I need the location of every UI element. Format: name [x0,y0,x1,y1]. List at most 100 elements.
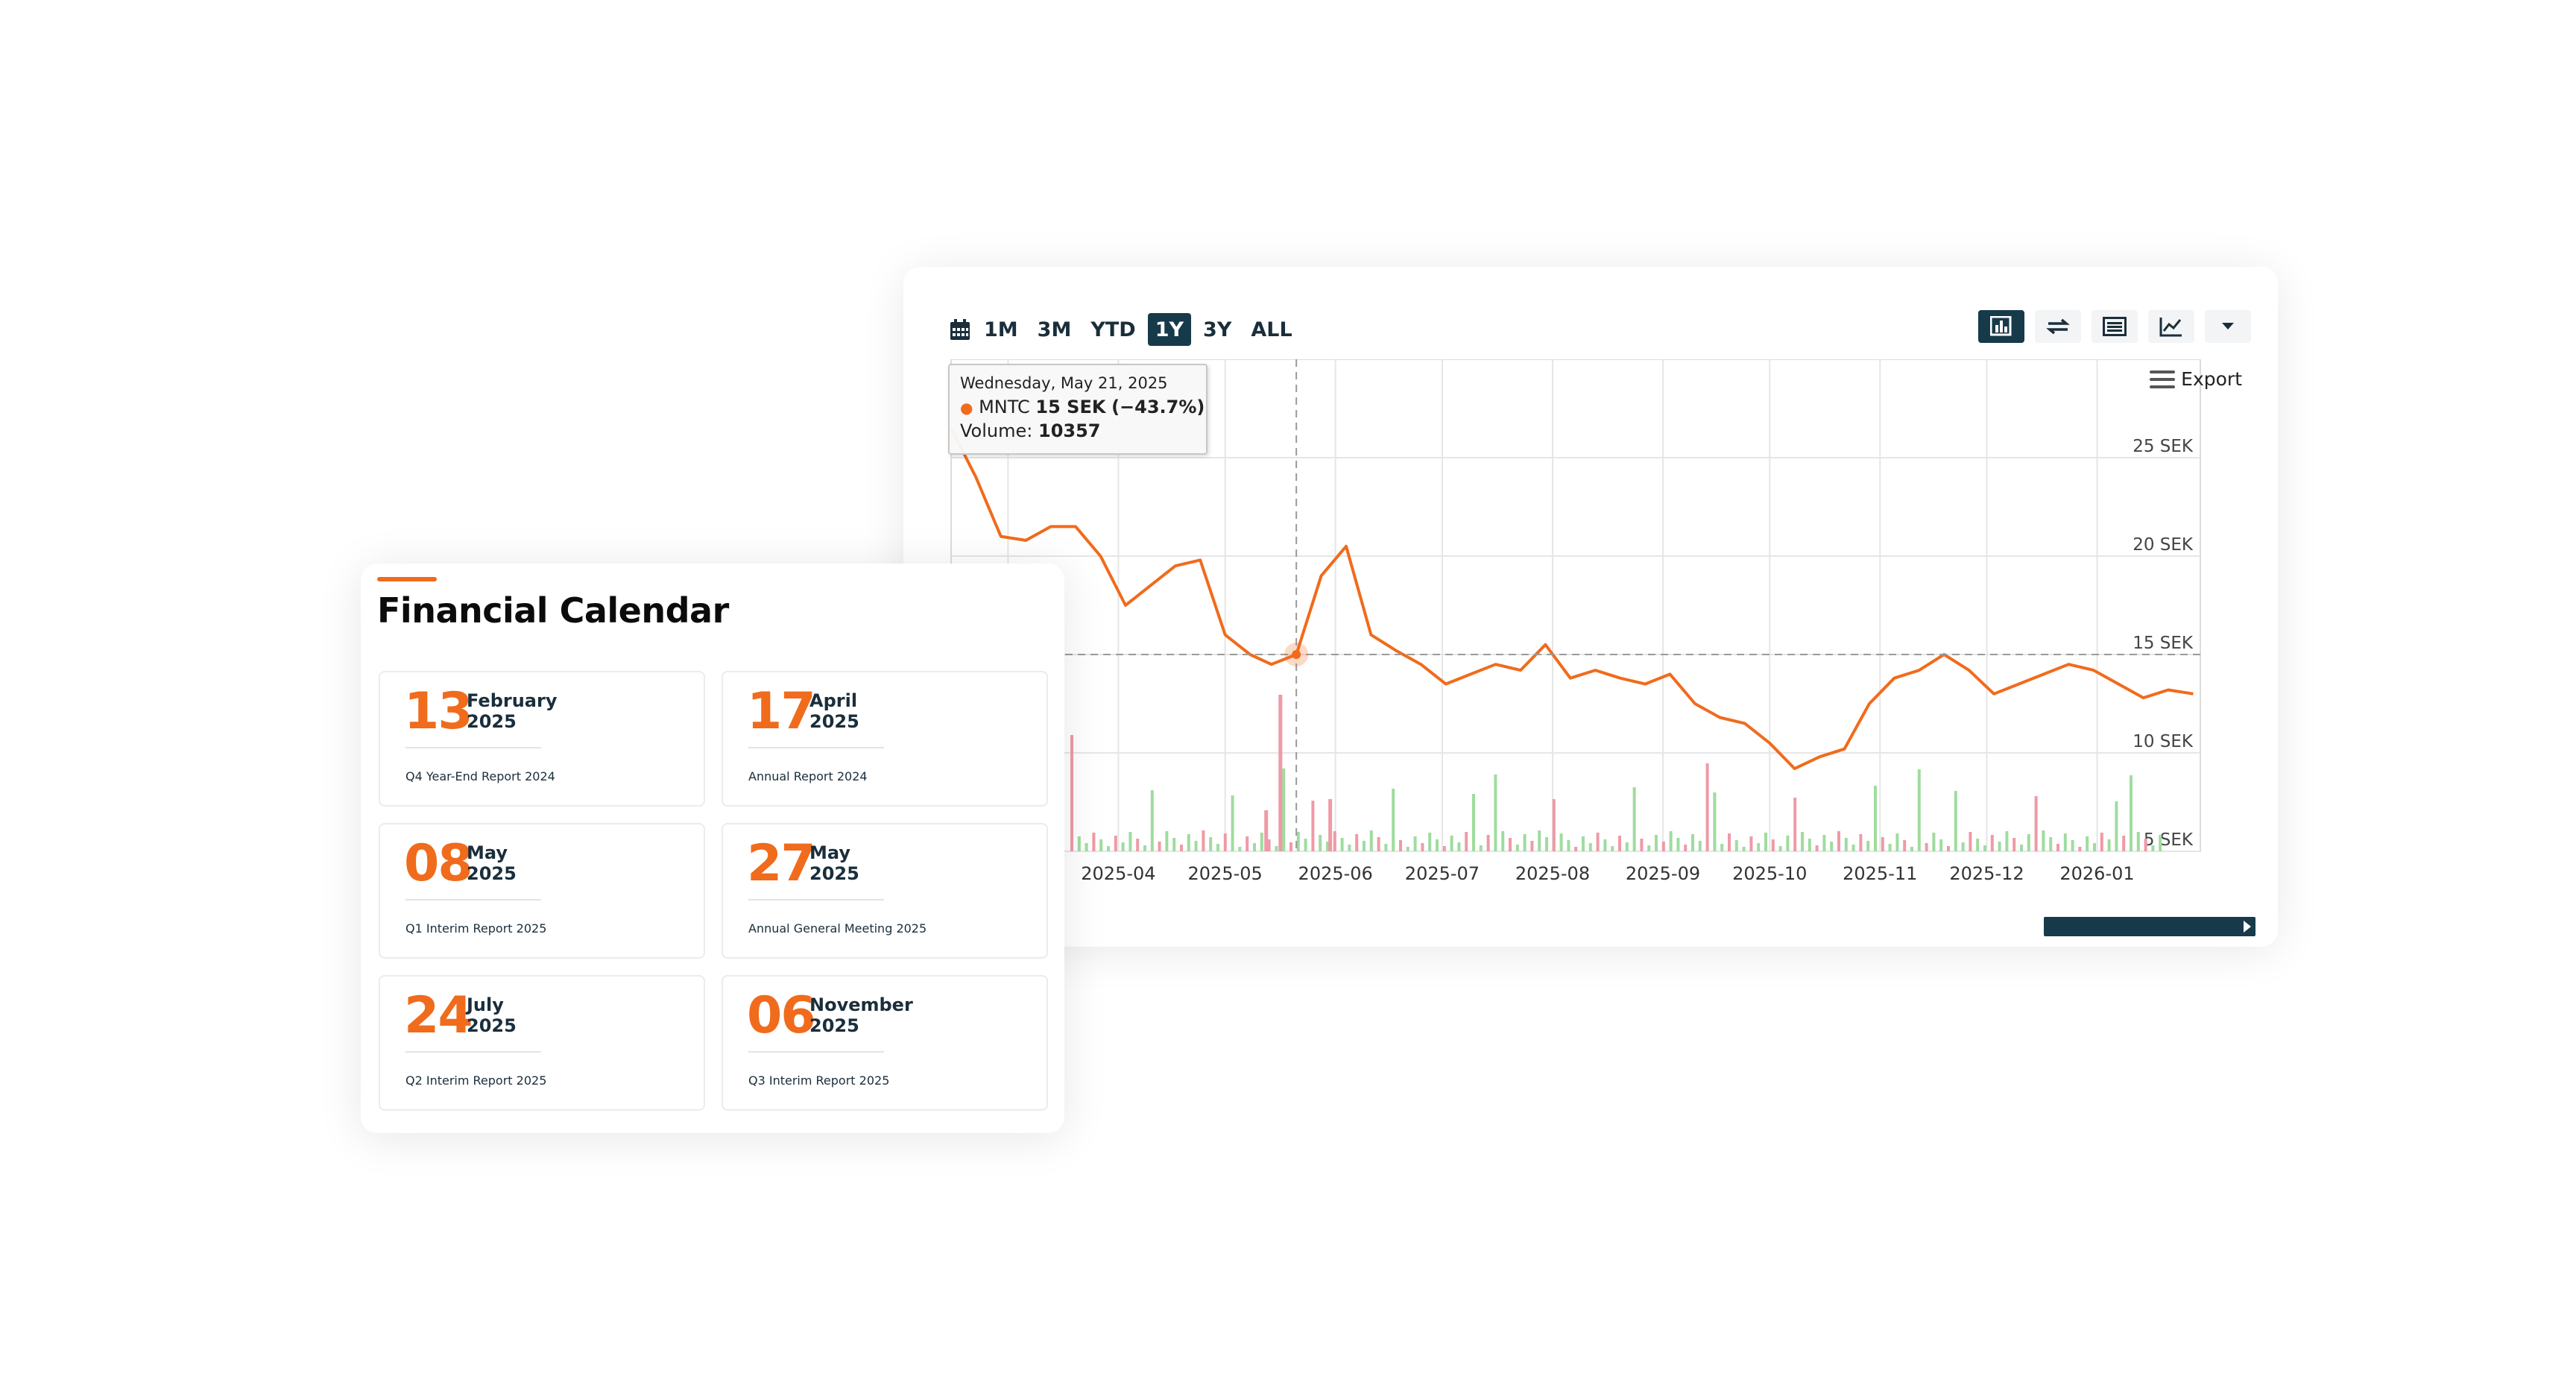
highlight-point [1292,650,1301,659]
event-day: 27 [747,834,816,893]
volume-bar [1143,845,1146,851]
volume-bar [1282,769,1286,851]
table-icon[interactable] [2092,310,2138,343]
volume-bar [1954,791,1957,851]
calendar-event[interactable]: 27 May 2025 Annual General Meeting 2025 [722,823,1048,959]
volume-bar [1976,839,1980,851]
volume-bar [1903,840,1907,851]
x-tick-label: 2026-01 [2059,863,2134,884]
volume-bar [1136,839,1140,851]
volume-bar [1603,839,1607,851]
volume-bar [1465,832,1468,851]
calendar-event[interactable]: 17 April 2025 Annual Report 2024 [722,671,1048,807]
volume-bar [1757,843,1761,851]
volume-bar [1734,840,1738,851]
swap-icon[interactable] [2035,310,2081,343]
volume-bar [1077,836,1081,851]
volume-bar [1209,837,1213,851]
tooltip-volume-value: 10357 [1038,420,1101,441]
calendar-event[interactable]: 06 November 2025 Q3 Interim Report 2025 [722,975,1048,1111]
range-button-3y[interactable]: 3Y [1196,313,1240,346]
event-day: 24 [404,986,473,1045]
range-button-ytd[interactable]: YTD [1083,313,1143,346]
navigator-scrollbar[interactable] [2044,917,2255,936]
event-description: Q4 Year-End Report 2024 [405,769,555,783]
volume-bar [1742,847,1746,851]
volume-bar [1939,839,1943,851]
volume-bar [1611,846,1614,851]
volume-bar [2071,840,2074,851]
volume-bar [1808,839,1811,851]
volume-bar [1947,846,1950,851]
volume-bar [1910,847,1913,851]
calendar-event[interactable]: 24 July 2025 Q2 Interim Report 2025 [379,975,705,1111]
range-button-1y[interactable]: 1Y [1147,313,1192,346]
menu-icon [2150,370,2176,388]
volume-bar [1786,836,1790,851]
line-chart-icon[interactable] [2148,310,2194,343]
volume-bar [1588,843,1592,851]
volume-bar [1099,839,1103,851]
volume-bar [1326,842,1329,851]
event-day: 13 [404,682,473,741]
volume-bar [1728,833,1731,851]
volume-bar [2144,839,2147,851]
tooltip-date: Wednesday, May 21, 2025 [960,374,1168,392]
volume-bar [1917,769,1921,851]
chart-tooltip: Wednesday, May 21, 2025 ● MNTC 15 SEK (−… [948,364,1208,455]
volume-bar [1684,845,1688,851]
x-tick-label: 2025-09 [1626,863,1700,884]
dropdown-arrow-icon[interactable] [2205,310,2251,343]
volume-bar [1085,843,1088,851]
volume-bar [2151,845,2155,851]
bar-chart-icon[interactable] [1978,310,2024,343]
range-button-1m[interactable]: 1M [976,313,1026,346]
stock-chart-card: 1M 3M YTD 1Y 3Y ALL 5 SEK 10 SEK 15 SEK 20 … [903,267,2278,947]
volume-bar [1479,845,1483,851]
volume-bar [1530,841,1534,851]
volume-bar [1990,835,1994,851]
volume-bar [1691,834,1694,851]
volume-bar [1267,839,1271,851]
volume-bar [1801,832,1804,851]
volume-bar [1582,836,1585,851]
volume-bar [1895,833,1899,851]
tooltip-volume-label: Volume: [960,420,1033,441]
scroll-right-arrow-icon[interactable] [2244,921,2251,933]
event-day: 08 [404,834,473,893]
volume-bar [1632,787,1636,851]
export-label: Export [2181,368,2242,390]
volume-bar [1264,810,1269,851]
volume-bar [1538,830,1541,851]
range-button-all[interactable]: ALL [1243,313,1300,346]
volume-bar [2063,833,2067,851]
volume-bar [1676,838,1680,851]
event-month: February [467,690,558,711]
volume-bar [1545,837,1548,851]
event-divider [748,899,884,900]
calendar-event[interactable]: 08 May 2025 Q1 Interim Report 2025 [379,823,705,959]
volume-bar [1319,835,1322,851]
volume-bar [2005,831,2009,851]
tooltip-value: 15 SEK [1035,397,1106,417]
volume-bar [1128,832,1132,851]
volume-bar [1260,833,1263,851]
range-button-3m[interactable]: 3M [1029,313,1079,346]
calendar-event[interactable]: 13 February 2025 Q4 Year-End Report 2024 [379,671,705,807]
x-tick-label: 2025-11 [1843,863,1917,884]
volume-bar [1333,831,1336,851]
event-description: Q2 Interim Report 2025 [405,1073,547,1088]
export-menu-button[interactable]: Export [2150,368,2242,390]
volume-bar [2020,845,2023,851]
event-day: 06 [747,986,816,1045]
volume-bar [1778,846,1782,851]
volume-bar [1340,838,1344,851]
x-tick-label: 2025-10 [1732,863,1807,884]
volume-bar [1421,843,1424,851]
event-year: 2025 [809,863,859,884]
volume-bar [1377,837,1380,851]
calendar-icon[interactable] [948,316,972,343]
volume-bar [2130,775,2133,851]
volume-bar [1552,799,1556,851]
